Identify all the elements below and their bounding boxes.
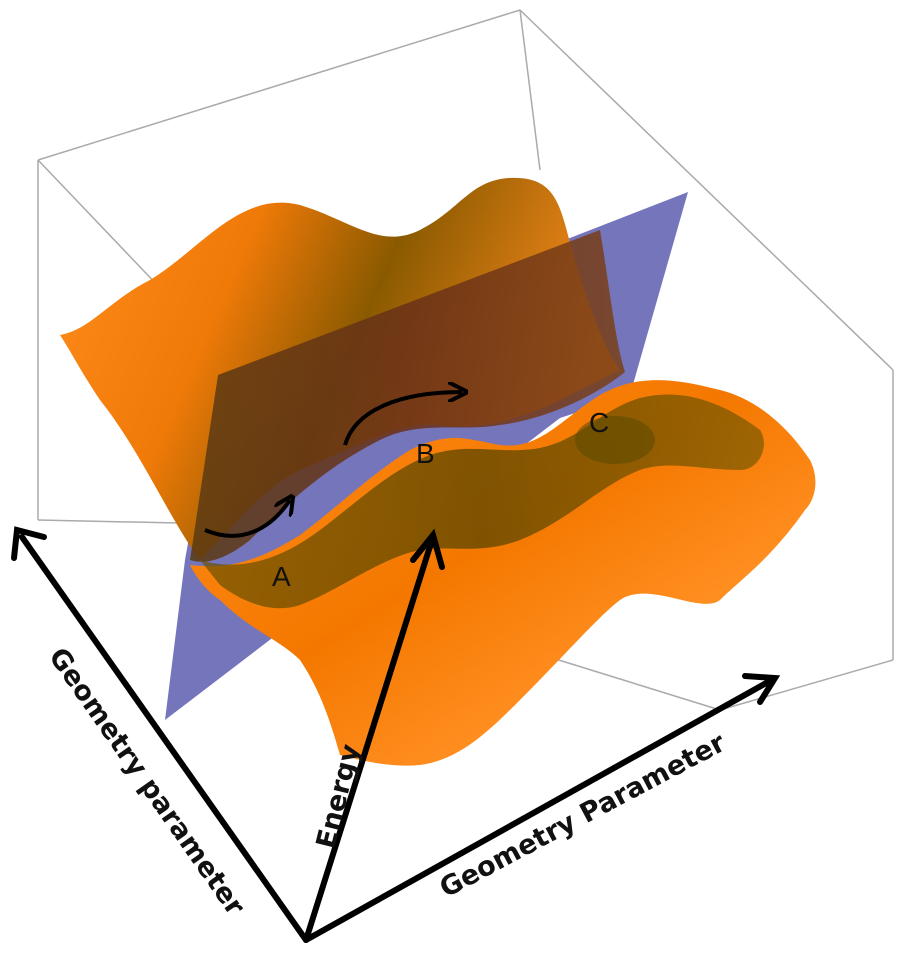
path-arrow-2 xyxy=(343,392,462,446)
surface-front-region xyxy=(190,380,816,766)
left-axis-label: Geometry parameter xyxy=(42,642,251,921)
coordinate-axes xyxy=(11,526,781,943)
surface-well-c xyxy=(575,416,655,464)
energy-axis-line xyxy=(303,537,435,943)
point-label-b: B xyxy=(416,438,435,469)
right-axis-line xyxy=(303,679,771,943)
left-axis-arrowhead xyxy=(11,526,47,561)
right-axis-label: Geometry Parameter xyxy=(435,727,731,904)
point-label-a: A xyxy=(272,561,291,592)
right-axis-arrowhead xyxy=(742,673,781,705)
energy-axis-arrowhead xyxy=(410,528,445,570)
point-label-c: C xyxy=(589,407,609,438)
energy-axis-label: Energy xyxy=(311,741,367,852)
reaction-path-arrows xyxy=(204,392,462,538)
path-arrow-1 xyxy=(204,500,290,538)
left-axis-line xyxy=(19,534,309,943)
